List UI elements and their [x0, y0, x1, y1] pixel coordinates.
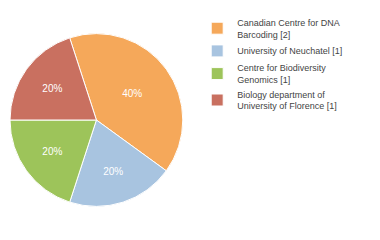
svg-text:University of Neuchatel [1]: University of Neuchatel [1]	[237, 46, 342, 56]
svg-text:Canadian Centre for DNABarcodi: Canadian Centre for DNABarcoding [2]	[237, 18, 340, 40]
svg-text:Centre for BiodiversityGenomic: Centre for BiodiversityGenomics [1]	[237, 63, 326, 85]
svg-text:20%: 20%	[103, 166, 123, 177]
svg-text:Biology department ofUniversit: Biology department ofUniversity of Flore…	[237, 90, 337, 112]
svg-text:20%: 20%	[42, 83, 62, 94]
svg-text:20%: 20%	[42, 146, 62, 157]
svg-text:40%: 40%	[122, 88, 142, 99]
